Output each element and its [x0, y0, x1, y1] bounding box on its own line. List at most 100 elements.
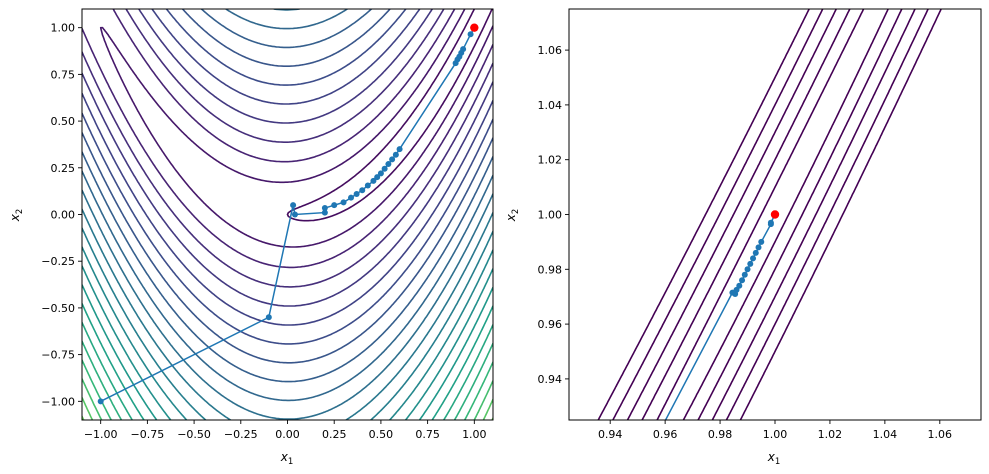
contour-line [626, 9, 916, 420]
trajectory-point [321, 204, 328, 211]
contour-line [82, 9, 493, 288]
trajectory-point [467, 31, 474, 38]
contour-line [82, 359, 493, 420]
x-tick-label: 0.96 [653, 428, 678, 441]
trajectory-point [752, 249, 759, 256]
x-tick-label: 1.00 [763, 428, 788, 441]
trajectory-point [321, 209, 328, 216]
optimum-marker [770, 210, 780, 219]
y-tick-label: 0.75 [51, 68, 76, 81]
contour-line [82, 9, 493, 402]
contour-line [656, 9, 889, 420]
trajectory-point [381, 165, 388, 172]
y-tick-label: −1.00 [41, 395, 75, 408]
x-tick-label: 1.04 [873, 428, 898, 441]
x-tick-label: 0.94 [598, 428, 623, 441]
x-tick-label: 1.02 [818, 428, 843, 441]
trajectory-point [348, 194, 355, 201]
trajectory-point [396, 146, 403, 153]
y-tick-label: −0.75 [41, 349, 75, 362]
left-y-ticks: −1.00 −0.75 −0.50 −0.25 0.00 0.25 0.50 0.75 1.00 [41, 22, 82, 408]
left-panel: −1.00 −0.75 −0.50 −0.25 0.00 0.25 0.50 0.75 1.00… [8, 8, 494, 467]
contour-line [612, 9, 929, 420]
trajectory-point [392, 151, 399, 158]
right-trajectory [664, 210, 780, 420]
right-x-ticks: 0.94 0.96 0.98 1.00 1.02 1.04 1.06 [598, 420, 952, 441]
x-tick-label: −0.75 [131, 428, 165, 441]
y-tick-label: 1.06 [538, 44, 563, 57]
trajectory-point [750, 255, 757, 262]
trajectory-point [758, 238, 765, 245]
trajectory-point [747, 260, 754, 267]
contour-line [99, 9, 493, 248]
x-tick-label: 1.00 [462, 428, 487, 441]
y-tick-label: 0.00 [51, 209, 76, 222]
right-y-ticks: 0.94 0.96 0.98 1.00 1.02 1.04 1.06 [538, 44, 569, 386]
contour-line [82, 246, 493, 420]
trajectory-point [385, 161, 392, 168]
x-tick-label: 0.25 [322, 428, 347, 441]
right-x-label: x1 [767, 450, 781, 467]
contour-line [82, 9, 493, 269]
y-tick-label: 0.98 [538, 263, 563, 276]
contour-line [82, 340, 493, 420]
trajectory-point [744, 266, 751, 273]
contour-line [82, 9, 493, 345]
trajectory-point [370, 177, 377, 184]
contour-line [82, 9, 493, 364]
contour-line [82, 321, 493, 420]
y-tick-label: 1.04 [538, 99, 563, 112]
x-tick-label: −0.50 [177, 428, 211, 441]
y-tick-label: 1.00 [51, 22, 76, 35]
y-tick-label: 0.96 [538, 318, 563, 331]
trajectory-point [767, 219, 774, 226]
trajectory-point [755, 244, 762, 251]
right-y-label: x2 [504, 209, 521, 223]
x-tick-label: 0.00 [275, 428, 300, 441]
contour-line [641, 9, 903, 420]
contour-line [82, 378, 493, 420]
contour-line [82, 227, 493, 420]
contour-line [82, 265, 493, 420]
contour-line [82, 284, 493, 420]
contour-line [286, 9, 493, 222]
trajectory-point [741, 271, 748, 278]
contour-line [82, 208, 493, 420]
contour-line [82, 302, 493, 420]
trajectory-point [331, 202, 338, 209]
trajectory-point [290, 202, 297, 209]
right-panel: 0.94 0.96 0.98 1.00 1.02 1.04 1.06 0.940.960.9… [504, 8, 982, 467]
left-y-label: x2 [8, 209, 25, 223]
x-tick-label: −0.25 [224, 428, 258, 441]
left-x-label: x1 [280, 450, 294, 467]
contour-line [597, 9, 942, 420]
x-tick-label: 0.98 [708, 428, 733, 441]
trajectory-point [377, 170, 384, 177]
trajectory-point [265, 314, 272, 321]
trajectory-point [359, 187, 366, 194]
right-contours [597, 9, 942, 420]
x-tick-label: 0.50 [369, 428, 394, 441]
left-x-ticks: −1.00 −0.75 −0.50 −0.25 0.00 0.25 0.50 0.75 1.00 [84, 420, 487, 441]
optimum-marker [470, 23, 479, 32]
y-tick-label: 0.50 [51, 115, 76, 128]
x-tick-label: −1.00 [84, 428, 118, 441]
y-tick-label: 1.00 [538, 209, 563, 222]
trajectory-point [739, 277, 746, 284]
x-tick-label: 1.06 [928, 428, 953, 441]
trajectory-point [736, 282, 743, 289]
y-tick-label: 1.02 [538, 154, 563, 167]
left-contours [82, 9, 493, 420]
y-tick-label: 0.94 [538, 373, 563, 386]
trajectory-point [374, 174, 381, 181]
contour-line [82, 9, 493, 326]
trajectory-point [291, 211, 298, 218]
trajectory-point [97, 398, 104, 405]
trajectory-point [340, 199, 347, 206]
trajectory-point [364, 182, 371, 189]
y-tick-label: −0.50 [41, 302, 75, 315]
y-tick-label: 0.25 [51, 162, 76, 175]
contour-line [82, 9, 493, 420]
y-tick-label: −0.25 [41, 255, 75, 268]
